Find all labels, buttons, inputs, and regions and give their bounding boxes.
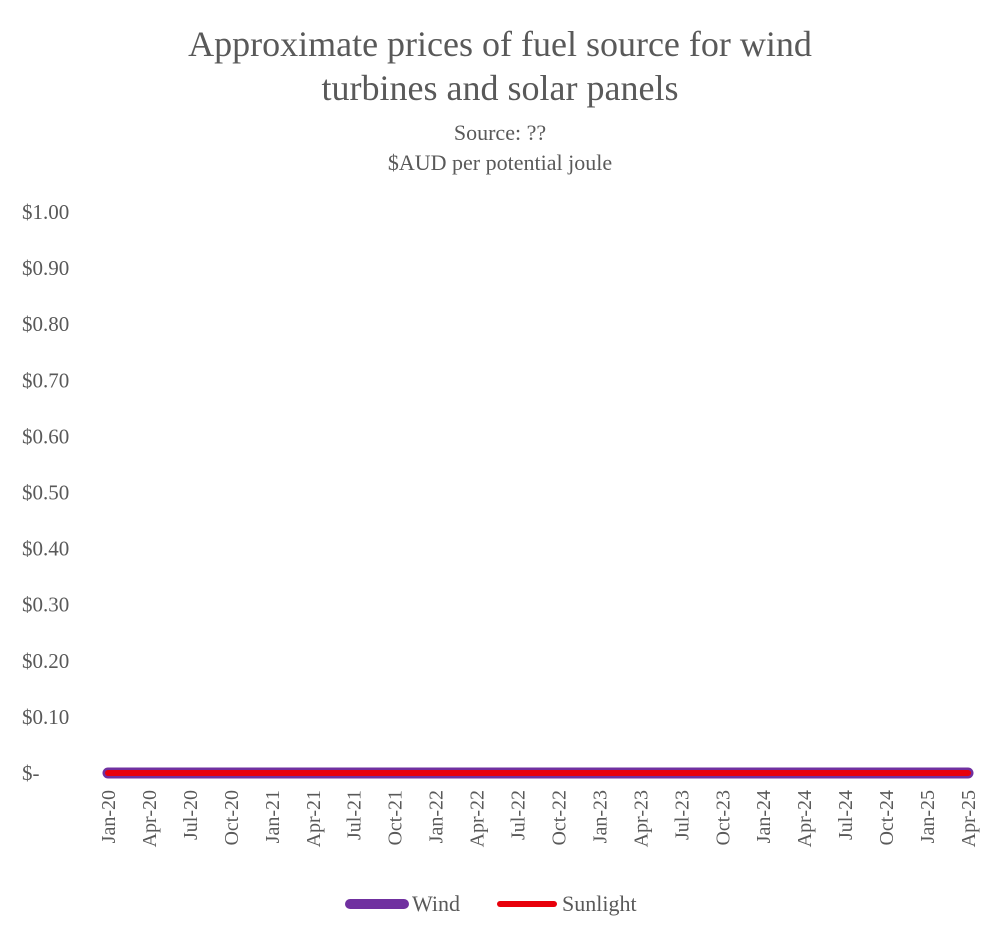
x-axis: Jan-20 Apr-20 Jul-20 Oct-20 Jan-21 Apr-21 Jul-… — [98, 790, 980, 847]
x-tick-label: Jan-23 — [589, 790, 611, 843]
x-tick-label: Jul-21 — [344, 790, 366, 840]
legend: Wind Sunlight — [345, 891, 637, 916]
y-tick-label: $1.00 — [22, 200, 69, 224]
y-tick-label: $0.80 — [22, 312, 69, 336]
x-tick-label: Jan-20 — [98, 790, 120, 843]
y-tick-label: $0.70 — [22, 368, 69, 392]
x-tick-label: Apr-20 — [139, 790, 161, 847]
x-tick-label: Jul-20 — [180, 790, 202, 840]
x-tick-label: Apr-24 — [794, 790, 816, 847]
x-tick-label: Jan-22 — [426, 790, 448, 843]
chart-subtitle: Source: ?? $AUD per potential joule — [0, 118, 1000, 178]
y-tick-label: $0.30 — [22, 593, 69, 617]
x-tick-label: Jul-24 — [835, 790, 857, 840]
x-tick-label: Jan-25 — [917, 790, 939, 843]
chart-units-note: $AUD per potential joule — [387, 150, 613, 175]
chart-title: Approximate prices of fuel source for wi… — [0, 22, 1000, 110]
x-tick-label: Jan-24 — [753, 790, 775, 843]
x-tick-label: Jul-23 — [671, 790, 693, 840]
x-tick-label: Apr-23 — [630, 790, 652, 847]
legend-label-sunlight: Sunlight — [562, 891, 637, 916]
y-axis: $1.00 $0.90 $0.80 $0.70 $0.60 $0.50 $0.40 $0.30… — [22, 200, 69, 785]
x-tick-label: Oct-22 — [548, 790, 570, 846]
chart-title-line-1: Approximate prices of fuel source for wi… — [188, 24, 812, 64]
x-tick-label: Jan-21 — [262, 790, 284, 843]
y-tick-label: $0.50 — [22, 481, 69, 505]
y-tick-label: $0.40 — [22, 537, 69, 561]
y-tick-label: $0.60 — [22, 424, 69, 448]
x-tick-label: Apr-21 — [303, 790, 325, 847]
x-tick-label: Oct-20 — [221, 790, 243, 846]
y-tick-label: $0.10 — [22, 705, 69, 729]
x-tick-label: Oct-23 — [712, 790, 734, 846]
chart-source-note: Source: ?? — [453, 120, 547, 145]
x-tick-label: Apr-22 — [467, 790, 489, 847]
chart-title-line-2: turbines and solar panels — [321, 68, 679, 108]
x-tick-label: Oct-21 — [385, 790, 407, 846]
legend-label-wind: Wind — [412, 891, 460, 916]
y-tick-label: $0.90 — [22, 256, 69, 280]
x-tick-label: Apr-25 — [958, 790, 980, 847]
y-tick-label: $0.20 — [22, 649, 69, 673]
x-tick-label: Jul-22 — [508, 790, 530, 840]
y-tick-label: $- — [22, 761, 40, 785]
x-tick-label: Oct-24 — [876, 790, 898, 846]
